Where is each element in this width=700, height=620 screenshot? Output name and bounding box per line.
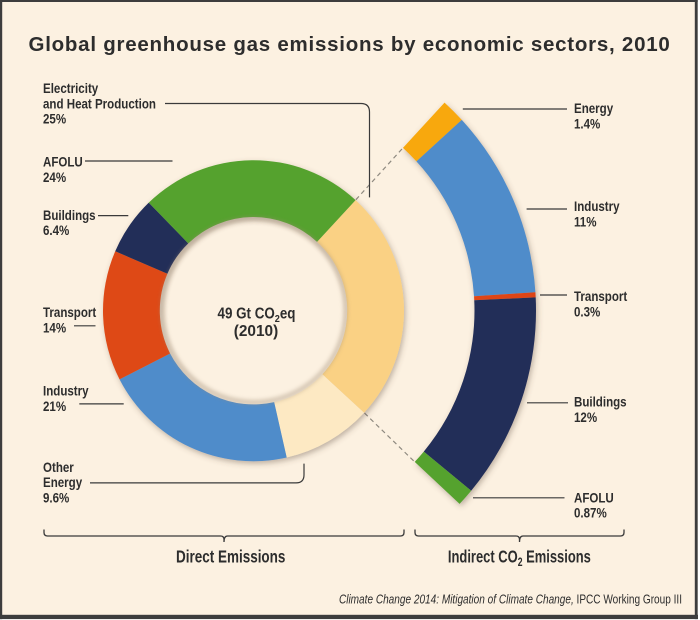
svg-text:25%: 25% <box>43 112 66 127</box>
svg-text:Industry: Industry <box>574 199 620 214</box>
svg-text:Industry: Industry <box>43 384 89 399</box>
svg-text:Buildings: Buildings <box>43 208 96 223</box>
svg-text:Climate Change 2014: Mitigatio: Climate Change 2014: Mitigation of Clima… <box>339 592 682 607</box>
svg-text:Indirect CO2 Emissions: Indirect CO2 Emissions <box>448 548 591 570</box>
svg-text:11%: 11% <box>574 215 596 230</box>
svg-text:6.4%: 6.4% <box>43 223 69 238</box>
svg-text:Other: Other <box>43 460 74 475</box>
svg-text:Direct Emissions: Direct Emissions <box>176 548 286 567</box>
svg-text:Transport: Transport <box>43 305 97 320</box>
svg-text:Electricity: Electricity <box>43 81 98 96</box>
svg-text:Global greenhouse gas emission: Global greenhouse gas emissions by econo… <box>29 33 671 56</box>
svg-text:1.4%: 1.4% <box>574 116 600 131</box>
svg-text:24%: 24% <box>43 170 66 185</box>
svg-text:14%: 14% <box>43 321 66 336</box>
svg-text:and Heat Production: and Heat Production <box>43 96 156 111</box>
svg-text:Energy: Energy <box>574 101 613 116</box>
svg-text:0.3%: 0.3% <box>574 305 600 320</box>
svg-text:Energy: Energy <box>43 475 82 490</box>
svg-text:9.6%: 9.6% <box>43 491 69 506</box>
svg-text:AFOLU: AFOLU <box>43 155 83 170</box>
svg-text:Buildings: Buildings <box>574 395 627 410</box>
svg-text:0.87%: 0.87% <box>574 506 607 521</box>
svg-text:(2010): (2010) <box>234 323 279 340</box>
svg-text:12%: 12% <box>574 410 597 425</box>
svg-text:Transport: Transport <box>574 289 628 304</box>
svg-text:21%: 21% <box>43 399 66 414</box>
svg-text:AFOLU: AFOLU <box>574 490 614 505</box>
